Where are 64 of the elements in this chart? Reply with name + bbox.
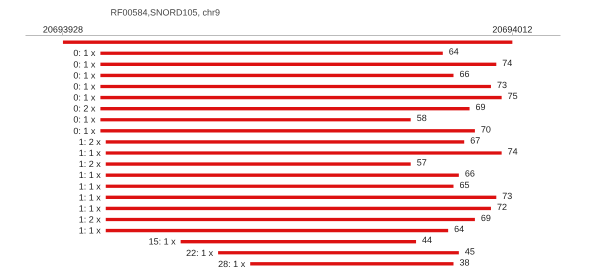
bar [106,162,411,166]
y-tick-label: 0: 1 x [73,81,96,92]
bar [250,262,454,266]
data-label: 67 [470,135,480,146]
bar [106,174,459,177]
y-tick-label: 1: 2 x [78,136,102,147]
bar [100,84,491,88]
y-tick-label: 1: 1 x [78,203,102,214]
bar [106,218,475,222]
bar [106,151,502,155]
y-tick-label: 1: 2 x [78,159,102,170]
bar [106,196,496,199]
y-tick-label: 1: 1 x [78,192,102,202]
y-tick-label: 0: 1 x [73,92,96,103]
bar [100,118,411,122]
bar [100,129,475,132]
data-label: 64 [454,224,464,234]
data-label: 75 [508,91,518,102]
x-tick-label: 20694012 [492,24,532,34]
data-label: 69 [476,102,486,112]
data-label: 57 [416,158,427,168]
bar [106,206,491,210]
data-label: 73 [502,190,512,201]
data-label: 66 [460,68,470,79]
y-tick-label: 1: 1 x [78,170,102,180]
data-label: 72 [496,202,507,212]
bar [100,62,496,66]
y-tick-label: 1: 1 x [78,148,102,158]
y-tick-label: 0: 1 x [73,70,96,80]
bar [106,228,448,232]
bar [62,40,512,44]
y-tick-label: 0: 1 x [73,59,96,70]
data-label: 69 [480,213,491,224]
y-tick-label: 1: 1 x [78,181,102,192]
bar [100,74,454,78]
y-tick-label: 0: 1 x [73,114,96,125]
y-tick-label: 0: 1 x [73,126,96,136]
bar [180,240,416,244]
bar [218,251,459,254]
y-tick-label: 15: 1 x [148,236,176,247]
data-label: 65 [460,180,470,190]
y-tick-label: 0: 2 x [73,104,96,114]
y-tick-label: 1: 2 x [78,214,102,225]
data-label: 74 [508,146,518,156]
data-label: 70 [480,124,491,134]
data-label: 73 [496,80,507,90]
data-label: 58 [416,113,427,124]
y-tick-label: 22: 1 x [186,248,214,258]
data-label: 38 [460,257,470,268]
x-tick-label: 20693928 [42,24,83,34]
bar [106,140,464,144]
data-label: 74 [502,58,512,68]
bar [100,96,502,100]
bar [106,184,454,188]
data-label: 44 [422,235,432,246]
y-tick-label: 0: 1 x [73,48,96,58]
y-tick-label: 28: 1 x [218,258,246,269]
data-label: 64 [448,46,459,57]
chart-title: RF00584,SNORD105, chr9 [110,8,220,18]
y-tick-label: 1: 1 x [78,226,102,236]
bar [100,52,443,55]
bar [100,107,470,110]
data-label: 66 [464,168,475,179]
data-label: 45 [464,246,475,256]
